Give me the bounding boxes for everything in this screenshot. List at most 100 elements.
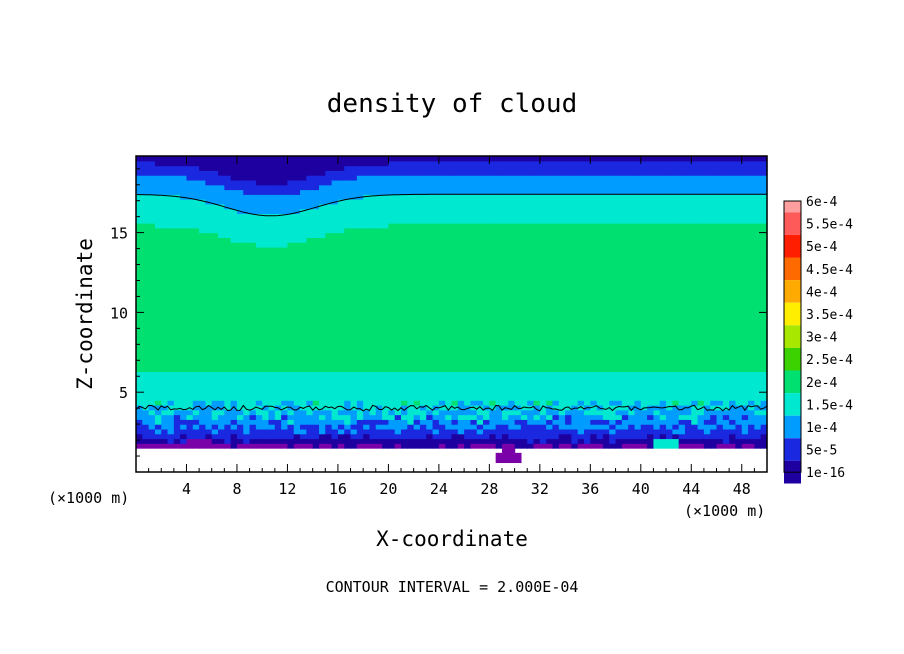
heatmap-cell — [533, 304, 541, 310]
heatmap-cell — [394, 443, 402, 449]
heatmap-cell — [281, 275, 289, 282]
heatmap-cell — [161, 275, 169, 282]
heatmap-cell — [262, 165, 270, 171]
heatmap-cell — [445, 294, 453, 301]
heatmap-cell — [255, 175, 263, 181]
heatmap-cell — [287, 390, 295, 396]
heatmap-cell — [337, 237, 345, 243]
heatmap-cell — [407, 179, 415, 186]
heatmap-cell — [274, 232, 282, 238]
heatmap-cell — [262, 160, 270, 167]
heatmap-cell — [224, 376, 232, 382]
heatmap-cell — [236, 194, 244, 200]
heatmap-cell — [274, 352, 282, 358]
heatmap-cell — [577, 419, 585, 425]
heatmap-cell — [596, 376, 604, 382]
heatmap-cell — [621, 381, 629, 387]
heatmap-cell — [584, 270, 591, 277]
heatmap-cell — [514, 337, 522, 344]
heatmap-cell — [388, 208, 396, 215]
heatmap-cell — [558, 328, 566, 334]
heatmap-cell — [413, 165, 421, 171]
heatmap-cell — [375, 179, 383, 186]
heatmap-cell — [312, 280, 320, 286]
heatmap-cell — [318, 342, 326, 349]
heatmap-cell — [281, 357, 289, 363]
heatmap-cell — [514, 213, 522, 219]
heatmap-cell — [596, 390, 604, 396]
heatmap-cell — [369, 251, 377, 258]
heatmap-cell — [154, 189, 162, 195]
heatmap-cell — [154, 361, 162, 368]
heatmap-cell — [199, 227, 207, 234]
heatmap-cell — [180, 199, 188, 205]
heatmap-cell — [306, 194, 314, 200]
heatmap-cell — [584, 170, 591, 176]
heatmap-cell — [520, 261, 528, 267]
heatmap-cell — [300, 309, 307, 315]
heatmap-cell — [230, 156, 238, 162]
heatmap-cell — [609, 261, 617, 267]
heatmap-cell — [640, 232, 648, 238]
heatmap-cell — [154, 328, 162, 334]
heatmap-cell — [508, 390, 516, 396]
heatmap-cell — [161, 395, 169, 401]
heatmap-cell — [438, 280, 446, 286]
heatmap-cell — [590, 199, 598, 205]
heatmap-cell — [205, 189, 213, 195]
heatmap-cell — [255, 184, 263, 191]
heatmap-cell — [590, 156, 598, 162]
heatmap-cell — [520, 203, 528, 210]
heatmap-cell — [218, 156, 225, 162]
heatmap-cell — [546, 318, 554, 325]
heatmap-cell — [218, 237, 225, 243]
heatmap-cell — [470, 261, 478, 267]
heatmap-cell — [356, 314, 364, 320]
heatmap-cell — [596, 304, 604, 310]
heatmap-cell — [249, 371, 257, 377]
heatmap-cell — [445, 318, 453, 325]
heatmap-cell — [249, 218, 257, 224]
heatmap-cell — [350, 428, 358, 435]
heatmap-cell — [634, 184, 642, 191]
heatmap-cell — [293, 266, 301, 272]
heatmap-cell — [154, 199, 162, 205]
heatmap-cell — [350, 266, 358, 272]
heatmap-cell — [331, 366, 339, 373]
heatmap-cell — [628, 361, 636, 368]
heatmap-cell — [552, 318, 560, 325]
heatmap-cell — [142, 371, 150, 377]
heatmap-cell — [243, 208, 251, 215]
heatmap-cell — [533, 400, 541, 406]
heatmap-cell — [243, 218, 251, 224]
heatmap-cell — [331, 170, 339, 176]
heatmap-cell — [199, 400, 207, 406]
heatmap-cell — [375, 227, 383, 234]
heatmap-cell — [350, 242, 358, 248]
heatmap-cell — [173, 342, 181, 349]
heatmap-cell — [470, 246, 478, 253]
heatmap-cell — [457, 165, 465, 171]
heatmap-cell — [274, 366, 282, 373]
heatmap-cell — [180, 443, 188, 449]
heatmap-cell — [161, 385, 169, 392]
heatmap-cell — [539, 433, 547, 440]
heatmap-cell — [148, 213, 156, 219]
heatmap-cell — [192, 170, 200, 176]
heatmap-cell — [262, 409, 270, 416]
heatmap-cell — [136, 409, 143, 416]
heatmap-cell — [451, 256, 459, 262]
heatmap-cell — [331, 194, 339, 200]
heatmap-cell — [470, 304, 478, 310]
heatmap-cell — [325, 256, 333, 262]
heatmap-cell — [634, 285, 642, 291]
heatmap-cell — [161, 333, 169, 339]
heatmap-cell — [142, 381, 150, 387]
heatmap-cell — [154, 352, 162, 358]
heatmap-cell — [249, 189, 257, 195]
heatmap-cell — [590, 333, 598, 339]
heatmap-cell — [167, 184, 175, 191]
heatmap-cell — [501, 452, 509, 459]
heatmap-cell — [186, 433, 194, 440]
heatmap-cell — [426, 314, 434, 320]
